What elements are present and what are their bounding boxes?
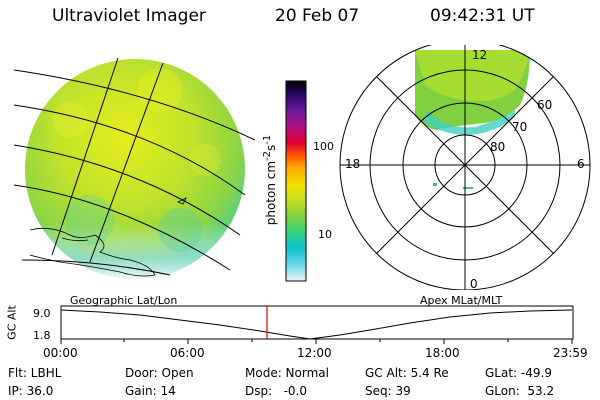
y-tick-9: 9.0 <box>33 307 51 320</box>
x-tick-0600: 06:00 <box>170 346 205 360</box>
mode-info: Mode: Normal <box>245 366 329 380</box>
gc-alt-info: GC Alt: 5.4 Re <box>365 366 449 380</box>
polar-plot <box>339 45 591 290</box>
date-label: 20 Feb 07 <box>275 6 360 26</box>
lat-lon-grid <box>13 57 256 276</box>
polar-emission <box>415 50 530 189</box>
geographic-image <box>13 57 256 279</box>
glon-info: GLon: 53.2 <box>485 384 555 398</box>
filter-info: Flt: LBHL <box>8 366 62 380</box>
ip-info: IP: 36.0 <box>8 384 54 398</box>
glat-info: GLat: -49.9 <box>485 366 552 380</box>
apex-label: Apex MLat/MLT <box>420 294 503 307</box>
gain-info: Gain: 14 <box>125 384 176 398</box>
dsp-info: Dsp: -0.0 <box>245 384 308 398</box>
coastline <box>29 197 187 277</box>
lat-label-70: 70 <box>512 120 528 134</box>
earth-disk <box>25 59 245 279</box>
mlt-label-18: 18 <box>345 157 361 171</box>
altitude-timeline <box>60 305 574 344</box>
lat-label-80: 80 <box>490 140 506 154</box>
seq-info: Seq: 39 <box>365 384 411 398</box>
x-tick-1800: 18:00 <box>425 346 460 360</box>
polar-grid <box>339 45 591 290</box>
colorbar-tick-10: 10 <box>318 228 332 241</box>
time-label: 09:42:31 UT <box>430 6 535 26</box>
altitude-curve <box>60 309 573 340</box>
mlt-label-6: 6 <box>577 157 585 171</box>
x-tick-2359: 23:59 <box>553 346 588 360</box>
x-ticks <box>60 339 573 344</box>
color-bar <box>285 80 307 282</box>
lat-label-60: 60 <box>537 98 553 112</box>
x-tick-1200: 12:00 <box>297 346 332 360</box>
mlt-label-0: 0 <box>470 277 478 291</box>
app-title: Ultraviolet Imager <box>52 6 206 26</box>
gc-alt-axis-label: GC Alt <box>5 305 19 340</box>
colorbar-unit-label: photon cm-2s-1 <box>262 134 278 226</box>
x-tick-0000: 00:00 <box>43 346 78 360</box>
geographic-label: Geographic Lat/Lon <box>70 294 178 307</box>
mlt-label-12: 12 <box>472 48 488 62</box>
colorbar-tick-100: 100 <box>313 140 334 153</box>
door-info: Door: Open <box>125 366 194 380</box>
y-tick-1-8: 1.8 <box>33 329 51 342</box>
